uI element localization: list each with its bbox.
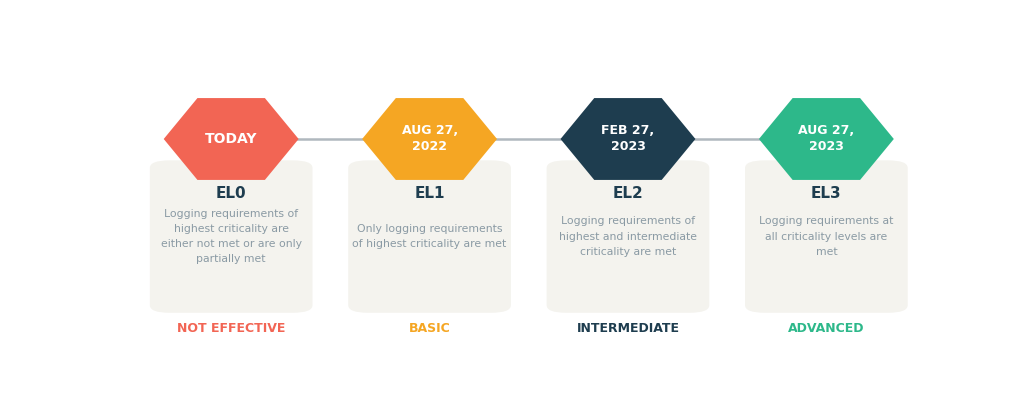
Text: ADVANCED: ADVANCED	[788, 322, 864, 335]
Text: FEB 27,
2023: FEB 27, 2023	[601, 124, 654, 154]
Text: EL2: EL2	[612, 187, 643, 202]
Polygon shape	[164, 98, 299, 180]
Text: EL0: EL0	[216, 187, 247, 202]
Text: Logging requirements at
all criticality levels are
met: Logging requirements at all criticality …	[759, 216, 894, 257]
FancyBboxPatch shape	[547, 160, 710, 313]
Text: BASIC: BASIC	[409, 322, 451, 335]
FancyBboxPatch shape	[348, 160, 511, 313]
Polygon shape	[362, 98, 497, 180]
Text: NOT EFFECTIVE: NOT EFFECTIVE	[177, 322, 286, 335]
Text: EL1: EL1	[415, 187, 444, 202]
Text: Logging requirements of
highest criticality are
either not met or are only
parti: Logging requirements of highest critical…	[161, 209, 302, 265]
Text: EL3: EL3	[811, 187, 842, 202]
FancyBboxPatch shape	[150, 160, 312, 313]
FancyBboxPatch shape	[745, 160, 907, 313]
Text: Logging requirements of
highest and intermediate
criticality are met: Logging requirements of highest and inte…	[559, 216, 697, 257]
Text: INTERMEDIATE: INTERMEDIATE	[577, 322, 680, 335]
Polygon shape	[560, 98, 695, 180]
Text: AUG 27,
2023: AUG 27, 2023	[799, 124, 854, 154]
Polygon shape	[759, 98, 894, 180]
Text: Only logging requirements
of highest criticality are met: Only logging requirements of highest cri…	[352, 224, 507, 249]
Text: TODAY: TODAY	[205, 132, 257, 146]
Text: AUG 27,
2022: AUG 27, 2022	[401, 124, 458, 154]
